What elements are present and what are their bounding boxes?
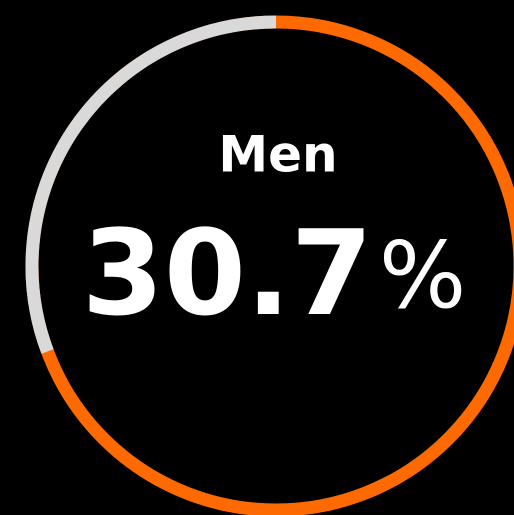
value-label: 30.7% — [82, 204, 467, 342]
category-label: Men — [218, 126, 337, 184]
ring-value — [25, 15, 277, 354]
